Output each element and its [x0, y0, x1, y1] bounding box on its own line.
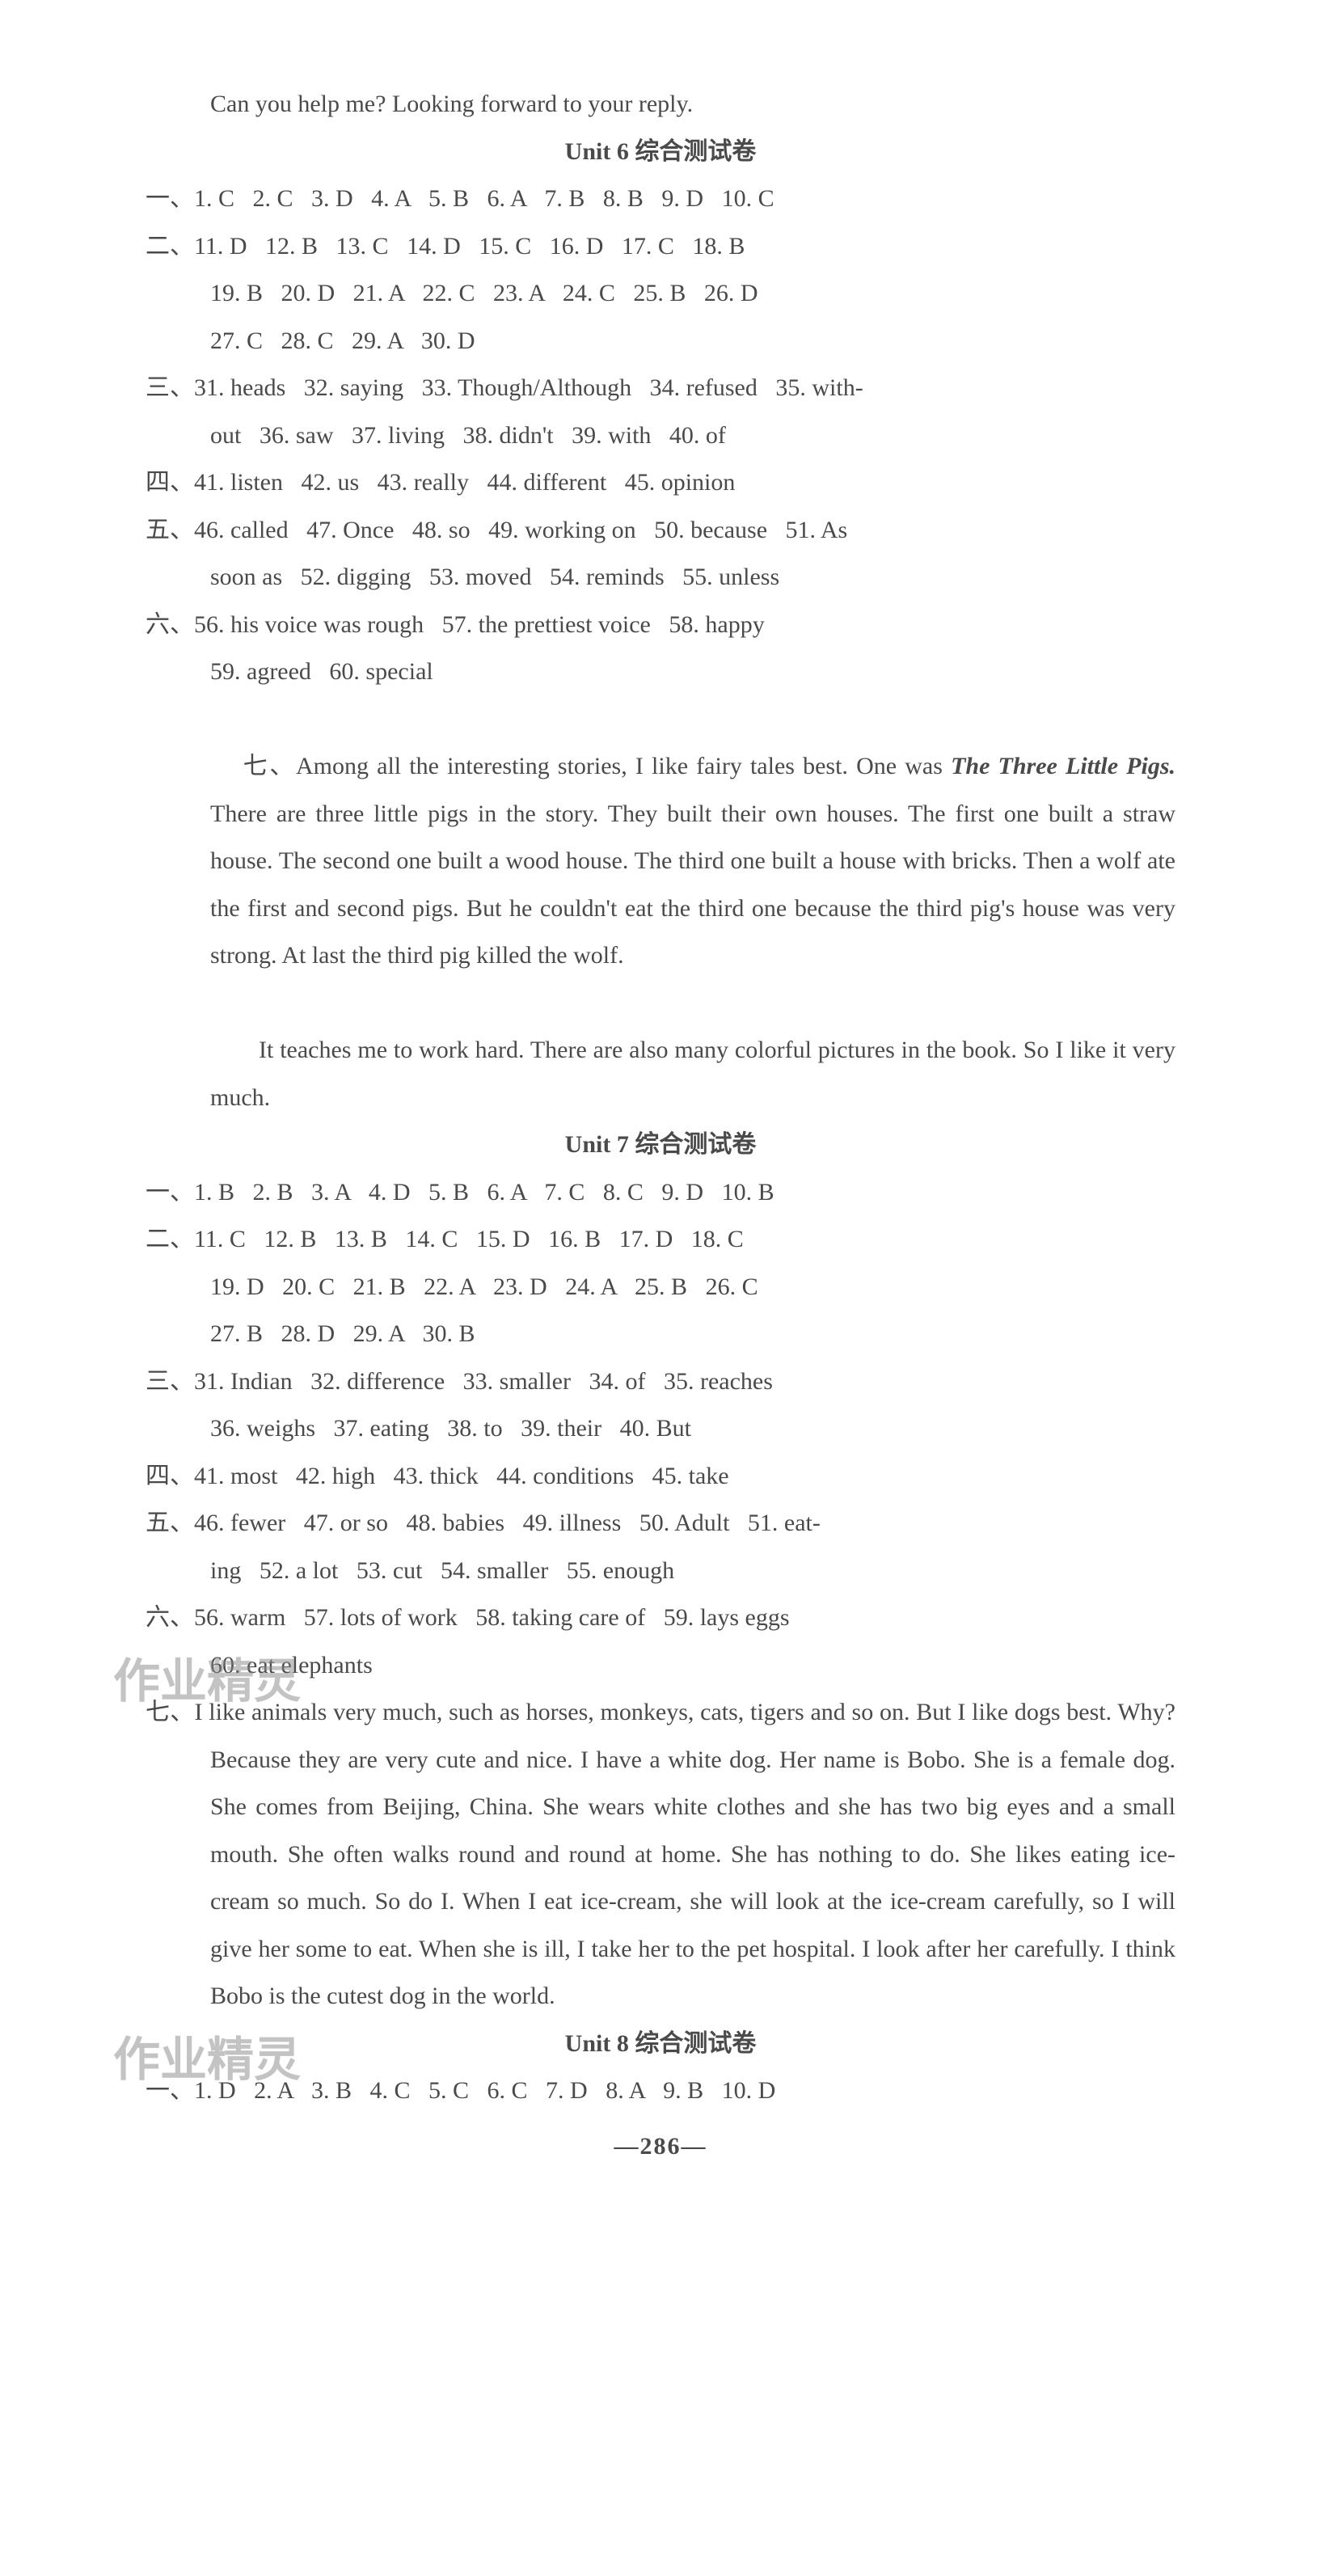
u6-sec2-c: 27. C 28. C 29. A 30. D [146, 318, 1175, 365]
u6-sec7-c: It teaches me to work hard. There are al… [146, 1027, 1175, 1121]
u7-sec6-a: 六、56. warm 57. lots of work 58. taking c… [146, 1594, 1175, 1642]
u6-sec3-b: out 36. saw 37. living 38. didn't 39. wi… [146, 412, 1175, 460]
u8-sec1: 一、1. D 2. A 3. B 4. C 5. C 6. C 7. D 8. … [146, 2067, 1175, 2115]
u6-sec2-b: 19. B 20. D 21. A 22. C 23. A 24. C 25. … [146, 270, 1175, 318]
u6-sec5-a: 五、46. called 47. Once 48. so 49. working… [146, 507, 1175, 555]
u6-sec6-a: 六、56. his voice was rough 57. the pretti… [146, 602, 1175, 649]
u6-sec6-b: 59. agreed 60. special [146, 648, 1175, 696]
u6-sec2-a: 二、11. D 12. B 13. C 14. D 15. C 16. D 17… [146, 223, 1175, 271]
u7-sec7: 七、I like animals very much, such as hors… [146, 1689, 1175, 2021]
unit7-title: Unit 7 综合测试卷 [146, 1121, 1175, 1169]
watermark-block-2: 作业精灵 Unit 8 综合测试卷 [146, 2021, 1175, 2068]
u7-sec5-a: 五、46. fewer 47. or so 48. babies 49. ill… [146, 1500, 1175, 1548]
u7-sec4: 四、41. most 42. high 43. thick 44. condit… [146, 1453, 1175, 1501]
watermark-block-1: 作业精灵 60. eat elephants [146, 1642, 1175, 1690]
page-number: —286— [146, 2123, 1175, 2171]
unit8-title: Unit 8 综合测试卷 [146, 2021, 1175, 2068]
u6-sec1: 一、1. C 2. C 3. D 4. A 5. B 6. A 7. B 8. … [146, 175, 1175, 223]
intro-line: Can you help me? Looking forward to your… [146, 81, 1175, 129]
u6-sec3-a: 三、31. heads 32. saying 33. Though/Althou… [146, 365, 1175, 412]
unit6-title: Unit 6 综合测试卷 [146, 129, 1175, 176]
u6-sec5-b: soon as 52. digging 53. moved 54. remind… [146, 554, 1175, 602]
u6-sec7: 七、Among all the interesting stories, I l… [146, 696, 1175, 1028]
u6-sec7-rest: There are three little pigs in the story… [210, 753, 1182, 969]
u6-sec7-a: 七、Among all the interesting stories, I l… [243, 753, 951, 779]
u7-sec2-a: 二、11. C 12. B 13. B 14. C 15. D 16. B 17… [146, 1216, 1175, 1264]
u6-sec4: 四、41. listen 42. us 43. really 44. diffe… [146, 459, 1175, 507]
u7-sec3-b: 36. weighs 37. eating 38. to 39. their 4… [146, 1405, 1175, 1453]
u6-sec7-italic: The Three Little Pigs. [951, 753, 1175, 779]
u7-sec5-b: ing 52. a lot 53. cut 54. smaller 55. en… [146, 1548, 1175, 1595]
u7-sec3-a: 三、31. Indian 32. difference 33. smaller … [146, 1358, 1175, 1406]
u7-sec2-c: 27. B 28. D 29. A 30. B [146, 1311, 1175, 1358]
page-content: Can you help me? Looking forward to your… [146, 81, 1175, 2170]
u7-sec6-b: 60. eat elephants [146, 1642, 1175, 1690]
u7-sec1: 一、1. B 2. B 3. A 4. D 5. B 6. A 7. C 8. … [146, 1169, 1175, 1217]
u7-sec2-b: 19. D 20. C 21. B 22. A 23. D 24. A 25. … [146, 1264, 1175, 1311]
